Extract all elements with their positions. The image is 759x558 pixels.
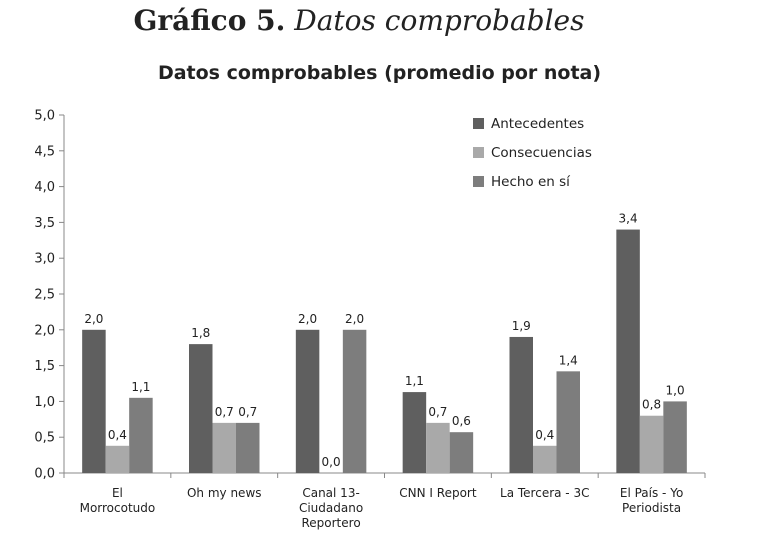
category-label-line: CNN I Report bbox=[399, 486, 477, 500]
bar bbox=[212, 422, 236, 473]
category-label-line: El bbox=[112, 486, 123, 500]
y-tick-label: 5,0 bbox=[34, 109, 55, 124]
data-label: 3,4 bbox=[619, 212, 638, 226]
category-label-line: Periodista bbox=[622, 501, 681, 515]
legend-label: Consecuencias bbox=[491, 145, 592, 161]
y-tick-label: 1,5 bbox=[34, 359, 55, 374]
category-label: El País - Yo Periodista bbox=[620, 486, 683, 515]
data-label: 0,6 bbox=[452, 414, 471, 428]
category-label-line: Oh my news bbox=[187, 486, 262, 500]
legend-label: Antecedentes bbox=[491, 116, 584, 132]
legend-label: Hecho en sí bbox=[491, 174, 571, 190]
data-label: 1,9 bbox=[512, 319, 531, 333]
data-label: 2,0 bbox=[84, 312, 103, 326]
bar bbox=[189, 344, 213, 473]
bar bbox=[556, 371, 580, 473]
bar bbox=[342, 329, 367, 473]
data-label: 0,4 bbox=[535, 428, 554, 442]
chart-title: Datos comprobables (promedio por nota) bbox=[157, 62, 602, 84]
data-label: 1,4 bbox=[559, 353, 578, 367]
category-label-line: Canal 13- bbox=[302, 486, 359, 500]
bar bbox=[663, 401, 687, 473]
category-label: Canal 13-Ciudadano Reportero bbox=[299, 486, 363, 530]
data-label: 0,8 bbox=[642, 398, 661, 412]
figure-number: Gráfico 5. bbox=[133, 4, 286, 37]
category-label: El Morrocotudo bbox=[80, 486, 156, 515]
bar bbox=[426, 422, 450, 473]
y-tick-label: 0,0 bbox=[34, 467, 55, 482]
bar bbox=[639, 415, 664, 473]
y-tick-label: 4,5 bbox=[34, 144, 55, 159]
figure-subtitle: Datos comprobables bbox=[294, 4, 585, 37]
bar bbox=[82, 329, 106, 473]
category-label-line: Ciudadano bbox=[299, 501, 363, 515]
bar bbox=[509, 336, 533, 473]
bar bbox=[236, 422, 260, 473]
data-label: 1,1 bbox=[405, 374, 424, 388]
y-tick-label: 0,5 bbox=[34, 431, 55, 446]
y-tick-label: 4,0 bbox=[34, 180, 55, 195]
bar bbox=[533, 445, 557, 473]
data-label: 0,7 bbox=[238, 405, 257, 419]
bar bbox=[449, 432, 474, 473]
legend-swatch bbox=[473, 118, 484, 129]
category-label: La Tercera - 3C bbox=[500, 486, 589, 500]
category-label-line: Reportero bbox=[301, 516, 360, 530]
y-tick-label: 1,0 bbox=[34, 395, 55, 410]
y-tick-label: 2,5 bbox=[34, 288, 55, 303]
data-label: 0,7 bbox=[428, 405, 447, 419]
data-label: 0,0 bbox=[322, 455, 341, 469]
legend-swatch bbox=[473, 147, 484, 158]
data-label: 0,7 bbox=[215, 405, 234, 419]
bar bbox=[402, 392, 427, 473]
data-label: 0,4 bbox=[108, 428, 127, 442]
category-label-line: Morrocotudo bbox=[80, 501, 156, 515]
bar bbox=[129, 397, 153, 473]
y-tick-label: 2,0 bbox=[34, 323, 55, 338]
y-tick-label: 3,5 bbox=[34, 216, 55, 231]
data-label: 2,0 bbox=[298, 312, 317, 326]
data-label: 1,1 bbox=[131, 380, 150, 394]
category-label-line: La Tercera - 3C bbox=[500, 486, 589, 500]
bar bbox=[295, 329, 320, 473]
data-label: 1,8 bbox=[191, 326, 210, 340]
category-label: Oh my news bbox=[187, 486, 262, 500]
y-tick-label: 3,0 bbox=[34, 252, 55, 267]
data-label: 1,0 bbox=[666, 383, 685, 397]
bar bbox=[105, 445, 130, 473]
category-label: CNN I Report bbox=[399, 486, 477, 500]
bar bbox=[616, 229, 640, 473]
legend-swatch bbox=[473, 176, 484, 187]
data-label: 2,0 bbox=[345, 312, 364, 326]
category-label-line: El País - Yo bbox=[620, 486, 683, 500]
figure-heading: Gráfico 5. Datos comprobables bbox=[0, 4, 718, 37]
